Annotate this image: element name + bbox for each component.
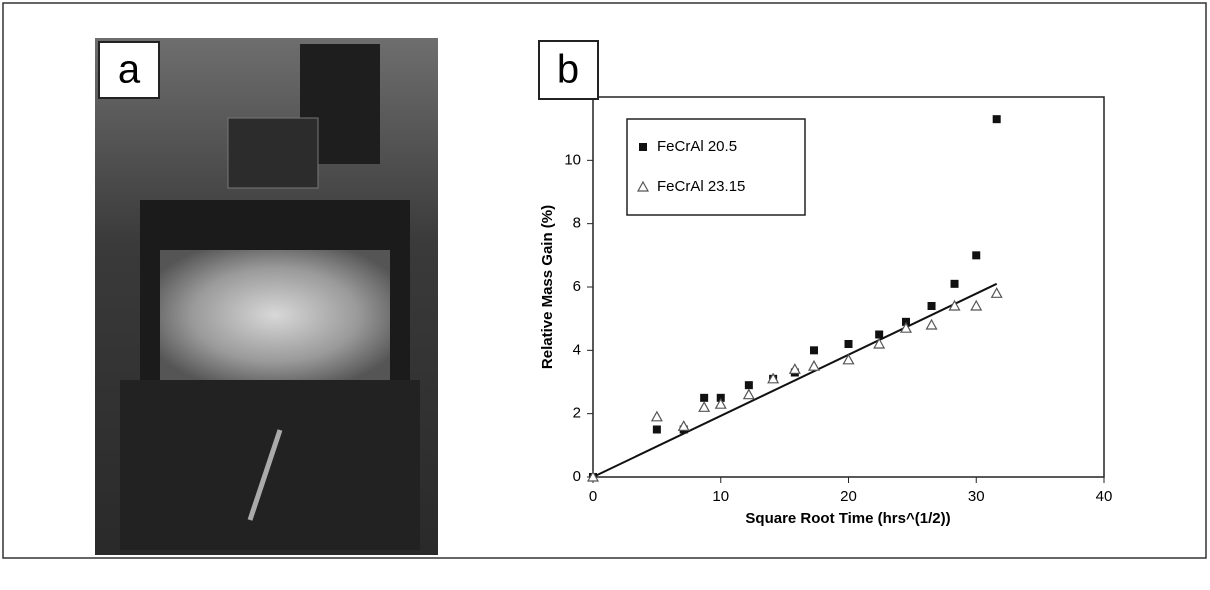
- y-tick-label: 4: [573, 341, 581, 358]
- data-point: [716, 393, 725, 402]
- y-tick-label: 8: [573, 215, 581, 232]
- legend-box: [626, 118, 806, 216]
- x-tick-label: 10: [712, 488, 729, 505]
- data-point: [948, 299, 961, 311]
- x-tick-label: 30: [968, 488, 985, 505]
- x-tick-label: 20: [840, 488, 857, 505]
- data-point: [650, 410, 663, 422]
- data-point: [899, 321, 913, 333]
- data-point: [842, 353, 855, 365]
- data-point: [844, 340, 853, 348]
- data-point: [742, 388, 755, 400]
- y-tick-label: 2: [573, 405, 581, 422]
- photo: [95, 38, 438, 555]
- data-point: [698, 401, 711, 412]
- y-axis-label: Relative Mass Gain (%): [539, 205, 556, 369]
- data-point: [807, 359, 821, 371]
- x-tick-label: 0: [589, 488, 597, 505]
- data-point: [700, 393, 709, 402]
- panel-label: a: [118, 48, 141, 92]
- data-point: [677, 420, 690, 431]
- data-point: [788, 363, 801, 374]
- panel-label-box: [98, 41, 160, 99]
- y-tick-label: 10: [564, 151, 581, 168]
- data-point: [992, 115, 1001, 124]
- data-point: [744, 381, 753, 390]
- legend-marker: [639, 143, 647, 151]
- data-point: [586, 470, 600, 482]
- panel-label-box: [538, 40, 599, 100]
- data-point: [873, 337, 886, 349]
- data-point: [767, 372, 780, 384]
- data-point: [810, 346, 819, 355]
- figure-border: [2, 2, 1207, 559]
- data-point: [925, 318, 938, 330]
- data-point: [990, 287, 1003, 298]
- legend-label: FeCrAl 23.15: [657, 178, 745, 195]
- data-point: [927, 302, 936, 310]
- data-point: [972, 251, 981, 260]
- data-point: [652, 425, 661, 434]
- trend-line: [592, 282, 998, 478]
- panel-label: b: [557, 48, 579, 92]
- data-point: [950, 279, 959, 288]
- legend-label: FeCrAl 20.5: [657, 138, 737, 155]
- legend-marker: [636, 180, 650, 192]
- x-axis-label: Square Root Time (hrs^(1/2)): [745, 510, 950, 527]
- data-point: [875, 330, 884, 339]
- x-tick-label: 40: [1096, 488, 1113, 505]
- y-tick-label: 0: [573, 468, 581, 485]
- data-point: [714, 397, 727, 409]
- y-tick-label: 6: [573, 278, 581, 295]
- data-point: [970, 299, 983, 311]
- data-point: [901, 317, 910, 326]
